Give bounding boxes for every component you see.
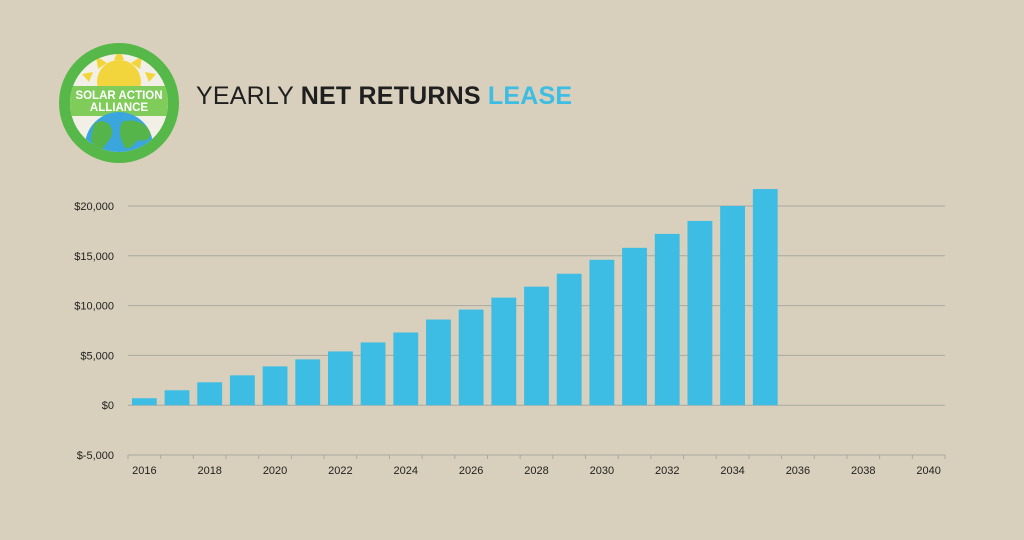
page-title: YEARLY NET RETURNS LEASE: [196, 82, 572, 111]
bar: [491, 297, 517, 406]
y-tick-label: $-5,000: [77, 450, 114, 462]
solar-action-alliance-logo: SOLAR ACTION ALLIANCE: [59, 43, 179, 163]
y-tick-label: $20,000: [74, 201, 114, 213]
bar: [229, 375, 255, 406]
bar: [131, 398, 157, 406]
y-tick-label: $0: [102, 400, 114, 412]
y-tick-label: $15,000: [74, 251, 114, 263]
logo-text-line1: SOLAR ACTION: [75, 90, 162, 102]
x-tick-label: 2024: [394, 465, 418, 477]
x-tick-label: 2018: [197, 465, 221, 477]
logo-banner: [70, 86, 168, 116]
title-part-lease: LEASE: [487, 82, 573, 110]
x-tick-label: 2040: [916, 465, 940, 477]
x-tick-label: 2034: [720, 465, 744, 477]
x-tick-label: 2032: [655, 465, 679, 477]
x-tick-label: 2038: [851, 465, 875, 477]
y-tick-label: $10,000: [74, 301, 114, 313]
bar: [295, 359, 321, 406]
x-tick-label: 2036: [786, 465, 810, 477]
bar: [360, 342, 386, 406]
bar: [752, 189, 778, 406]
globe-icon: [85, 112, 153, 152]
logo-text-line2: ALLIANCE: [90, 102, 148, 114]
bar: [556, 273, 582, 406]
bar: [458, 309, 484, 406]
bar: [589, 259, 615, 406]
y-tick-label: $5,000: [80, 350, 114, 362]
x-tick-label: 2020: [263, 465, 287, 477]
bar: [622, 247, 647, 406]
x-tick-label: 2028: [524, 465, 548, 477]
title-part-yearly: YEARLY: [196, 82, 294, 110]
bar: [687, 220, 713, 406]
bar: [720, 206, 745, 406]
bar: [262, 366, 288, 406]
bar: [654, 233, 680, 406]
bar: [328, 351, 353, 406]
title-part-net-returns: NET RETURNS: [300, 82, 481, 110]
bar: [393, 332, 419, 406]
bar: [197, 382, 223, 406]
x-tick-label: 2026: [459, 465, 483, 477]
x-tick-label: 2022: [328, 465, 352, 477]
bar: [426, 319, 451, 406]
x-tick-label: 2016: [132, 465, 156, 477]
bar: [164, 390, 190, 406]
x-tick-label: 2030: [590, 465, 614, 477]
bar: [524, 286, 549, 406]
